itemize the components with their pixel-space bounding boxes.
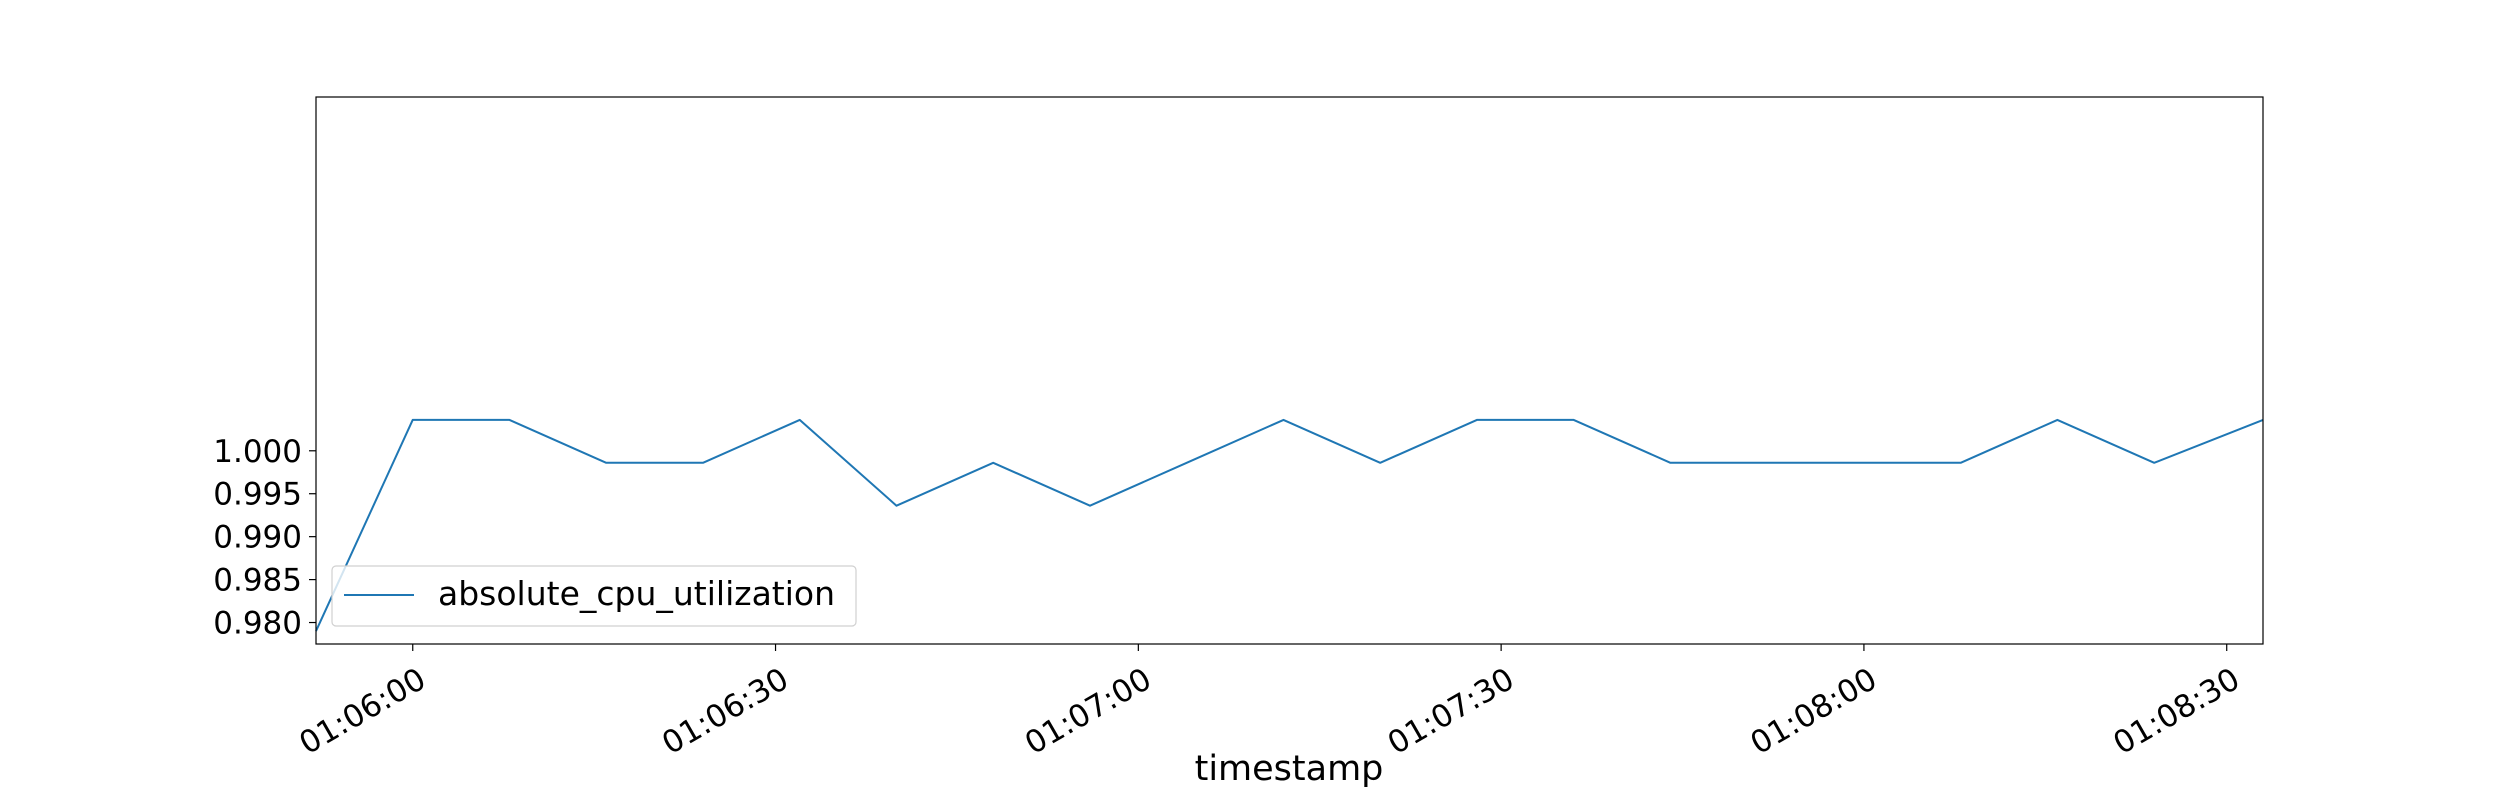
x-tick-label: 01:06:00 xyxy=(293,661,432,762)
series-line xyxy=(315,418,2264,632)
y-tick-label: 0.980 xyxy=(213,606,302,642)
y-tick-label: 1.000 xyxy=(213,434,302,470)
x-tick-label: 01:07:00 xyxy=(1019,661,1158,762)
y-tick-label: 0.995 xyxy=(213,477,302,513)
x-tick-label: 01:08:30 xyxy=(2107,661,2246,762)
x-axis-label: timestamp xyxy=(1195,749,1384,789)
x-tick-label: 01:08:00 xyxy=(1745,661,1884,762)
x-tick-label: 01:06:30 xyxy=(656,661,795,762)
series-layer xyxy=(315,418,2264,632)
plot-frame xyxy=(315,96,2264,645)
y-tick-label: 0.985 xyxy=(213,563,302,599)
y-axis: 0.980 0.985 0.990 0.995 1.000 xyxy=(213,434,316,642)
legend-box xyxy=(331,565,857,627)
plot-background xyxy=(316,97,2263,644)
legend: absolute_cpu_utilization xyxy=(331,565,857,627)
x-axis: 01:06:00 01:06:30 01:07:00 01:07:30 01:08:00… xyxy=(293,644,2246,762)
y-tick-label: 0.990 xyxy=(213,520,302,556)
x-tick-label: 01:07:30 xyxy=(1382,661,1521,762)
legend-label: absolute_cpu_utilization xyxy=(438,574,835,613)
